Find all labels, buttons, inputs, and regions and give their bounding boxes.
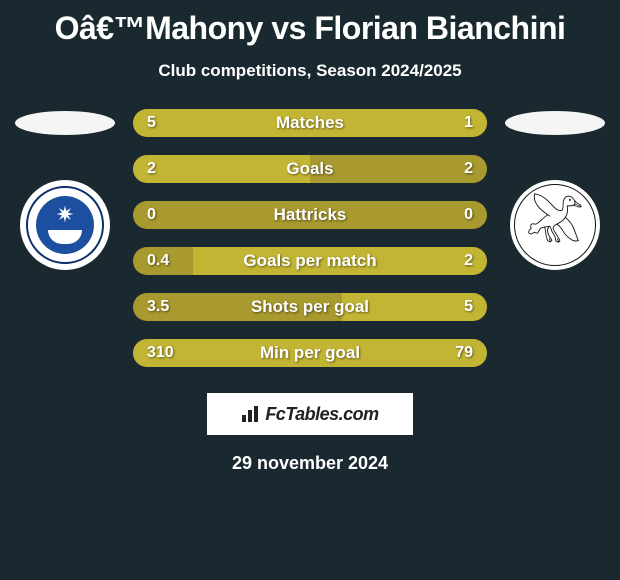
comparison-infographic: Oâ€™Mahony vs Florian Bianchini Club com… xyxy=(0,0,620,580)
right-player-column: 𓅮 xyxy=(495,109,615,385)
columns: ✷ 5Matches12Goals20Hattricks00.4Goals pe… xyxy=(0,109,620,385)
page-subtitle: Club competitions, Season 2024/2025 xyxy=(0,61,620,81)
portsmouth-badge-icon: ✷ xyxy=(26,186,104,264)
left-player-column: ✷ xyxy=(5,109,125,385)
left-club-badge: ✷ xyxy=(20,180,110,270)
stat-row: 0.4Goals per match2 xyxy=(133,247,487,275)
stat-row: 310Min per goal79 xyxy=(133,339,487,367)
right-flag-icon xyxy=(505,111,605,135)
stat-value-right: 2 xyxy=(464,247,473,275)
stat-label: Shots per goal xyxy=(133,293,487,321)
stat-value-right: 2 xyxy=(464,155,473,183)
stat-rows-container: 5Matches12Goals20Hattricks00.4Goals per … xyxy=(125,109,495,385)
stat-row: 2Goals2 xyxy=(133,155,487,183)
stat-row: 5Matches1 xyxy=(133,109,487,137)
chart-icon xyxy=(241,405,263,423)
stat-value-right: 0 xyxy=(464,201,473,229)
stat-row: 3.5Shots per goal5 xyxy=(133,293,487,321)
date-text: 29 november 2024 xyxy=(0,453,620,474)
attribution-badge: FcTables.com xyxy=(207,393,413,435)
stat-label: Goals per match xyxy=(133,247,487,275)
page-title: Oâ€™Mahony vs Florian Bianchini xyxy=(0,0,620,47)
attribution-text: FcTables.com xyxy=(265,404,378,425)
stat-label: Goals xyxy=(133,155,487,183)
stat-value-right: 5 xyxy=(464,293,473,321)
stat-row: 0Hattricks0 xyxy=(133,201,487,229)
right-club-badge: 𓅮 xyxy=(510,180,600,270)
stat-label: Min per goal xyxy=(133,339,487,367)
stat-value-right: 79 xyxy=(455,339,473,367)
swansea-badge-icon: 𓅮 xyxy=(526,202,584,248)
stat-value-right: 1 xyxy=(464,109,473,137)
stat-label: Matches xyxy=(133,109,487,137)
stat-label: Hattricks xyxy=(133,201,487,229)
left-flag-icon xyxy=(15,111,115,135)
